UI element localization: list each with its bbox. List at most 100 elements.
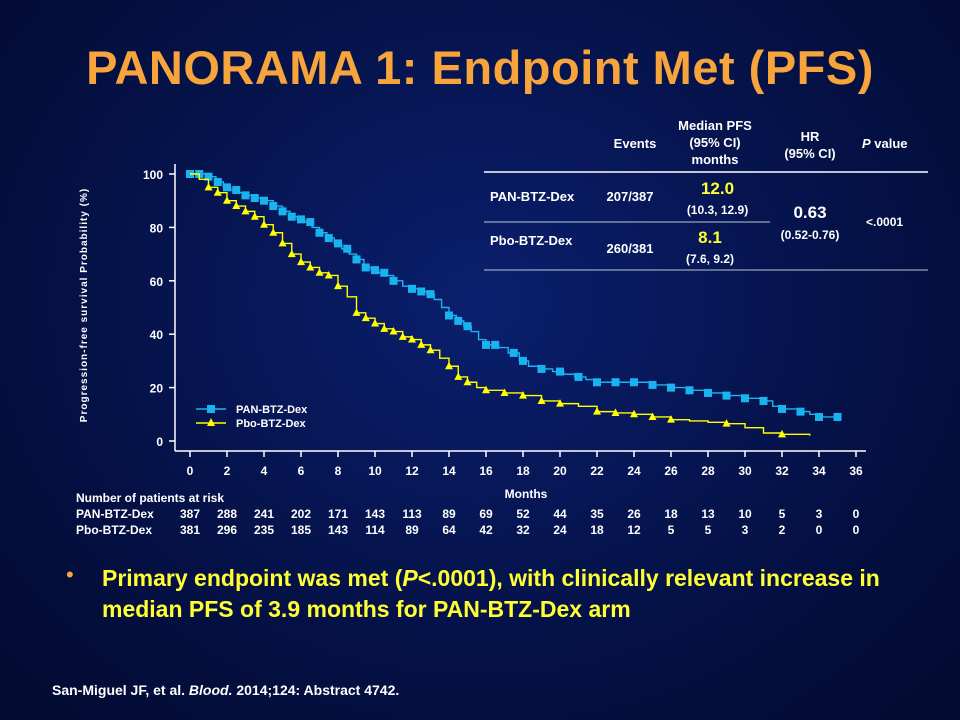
x-tick-label: 20 [553, 464, 567, 478]
censor-marker-pan [343, 244, 352, 253]
censor-marker-pan [361, 263, 370, 272]
censor-marker-pbo [667, 415, 675, 423]
censor-marker-pbo [722, 419, 731, 427]
censor-marker-pbo [297, 257, 305, 266]
at-risk-value: 143 [327, 523, 349, 537]
censor-marker-pan [204, 172, 213, 181]
censor-marker-pbo [287, 249, 296, 258]
censor-marker-pbo [278, 238, 287, 247]
at-risk-value: 0 [815, 523, 823, 537]
at-risk-value: 2 [778, 523, 786, 537]
at-risk-value: 18 [590, 523, 604, 537]
at-risk-label-pan: PAN-BTZ-Dex [76, 507, 154, 521]
at-risk-value: 288 [216, 507, 238, 521]
censor-marker-pan [454, 316, 463, 325]
censor-marker-pbo [482, 385, 490, 394]
at-risk-value: 10 [738, 507, 752, 521]
censor-marker-pbo [648, 412, 657, 420]
censor-marker-pbo [593, 407, 601, 415]
y-tick-label: 40 [150, 328, 164, 342]
censor-marker-pbo [204, 182, 213, 191]
at-risk-value: 235 [253, 523, 275, 537]
censor-marker-pan [213, 178, 222, 187]
censor-marker-pan [223, 183, 231, 192]
censor-marker-pan [352, 255, 361, 264]
legend-label: Pbo-BTZ-Dex [236, 418, 307, 430]
censor-marker-pbo [306, 262, 315, 271]
at-risk-value: 5 [778, 507, 786, 521]
censor-marker-pan [685, 386, 694, 395]
censor-marker-pan [287, 212, 296, 221]
censor-marker-pbo [463, 377, 472, 386]
at-risk-value: 241 [253, 507, 275, 521]
censor-marker-pbo [417, 340, 426, 348]
censor-marker-pan [833, 412, 842, 421]
at-risk-value: 32 [516, 523, 530, 537]
at-risk-value: 3 [815, 507, 823, 521]
y-axis-title: Progression-free survival Probability (%… [79, 188, 90, 422]
censor-marker-pan [269, 202, 278, 211]
at-risk-value: 44 [553, 507, 567, 521]
censor-marker-pbo [426, 345, 435, 354]
at-risk-value: 113 [402, 507, 422, 521]
at-risk-value: 5 [667, 523, 675, 537]
at-risk-value: 5 [704, 523, 712, 537]
censor-marker-pbo [223, 196, 231, 204]
censor-marker-pbo [334, 281, 342, 290]
bullet-text-italic-p: P [402, 565, 418, 591]
x-tick-label: 26 [664, 464, 678, 478]
censor-marker-pan [408, 284, 416, 293]
table-row-events-pbo: 260/381 [606, 241, 654, 256]
x-tick-label: 28 [701, 464, 715, 478]
x-axis-title: Months [505, 487, 548, 501]
censor-marker-pbo [352, 308, 361, 316]
censor-marker-pbo [611, 408, 620, 416]
censor-marker-pan [593, 378, 601, 387]
censor-marker-pbo [630, 409, 638, 418]
table-row-events-pan: 207/387 [606, 189, 654, 204]
at-risk-value: 185 [290, 523, 312, 537]
x-tick-label: 4 [261, 464, 268, 478]
legend-label: PAN-BTZ-Dex [236, 404, 308, 416]
censor-marker-pan [815, 412, 823, 421]
censor-marker-pbo [361, 313, 370, 322]
censor-marker-pan [611, 378, 620, 387]
x-tick-label: 18 [516, 464, 530, 478]
censor-marker-pbo [324, 270, 333, 279]
censor-marker-pbo [315, 268, 324, 276]
x-tick-label: 36 [849, 464, 863, 478]
censor-marker-pan [380, 268, 389, 277]
censor-marker-pan [648, 380, 657, 389]
censor-marker-pan [491, 340, 500, 349]
censor-marker-pbo [537, 396, 546, 404]
at-risk-value: 69 [479, 507, 493, 521]
censor-marker-pbo [398, 332, 407, 340]
x-tick-label: 2 [224, 464, 231, 478]
citation: San-Miguel JF, et al. Blood. 2014;124: A… [52, 682, 399, 698]
x-tick-label: 34 [812, 464, 826, 478]
censor-marker-pbo [408, 335, 416, 343]
at-risk-label-pbo: Pbo-BTZ-Dex [76, 523, 152, 537]
hr-value: 0.63 [793, 203, 827, 222]
at-risk-value: 13 [701, 507, 715, 521]
censor-marker-pbo [250, 212, 259, 220]
y-tick-label: 100 [143, 168, 163, 182]
censor-marker-pan [278, 207, 287, 216]
x-tick-label: 6 [298, 464, 305, 478]
censor-marker-pbo [260, 220, 268, 228]
citation-authors: San-Miguel JF, et al. [52, 682, 189, 698]
censor-marker-pan [334, 239, 342, 248]
y-tick-label: 60 [150, 275, 164, 289]
at-risk-value: 171 [327, 507, 349, 521]
median-pfs-header-line-2: (95% CI) [689, 135, 741, 150]
bullet-marker: • [66, 562, 74, 587]
at-risk-heading: Number of patients at risk [76, 491, 225, 505]
censor-marker-pbo [454, 372, 463, 380]
median-pfs-header-line-3: months [691, 152, 739, 167]
censor-marker-pan [509, 348, 518, 357]
at-risk-value: 381 [179, 523, 201, 537]
censor-marker-pbo [556, 399, 564, 407]
censor-marker-pan [306, 218, 315, 227]
legend-marker-triangle [207, 418, 215, 426]
